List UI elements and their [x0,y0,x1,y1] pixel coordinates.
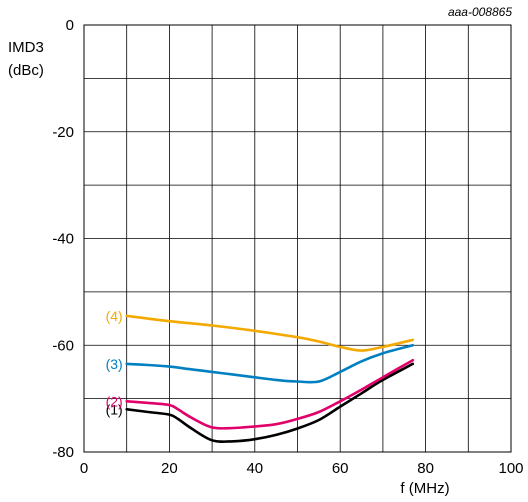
series-4-line [125,314,415,352]
series-1-label: (1) [106,401,123,417]
y-tick-label: -60 [52,337,74,354]
y-tick-labels: 0 -20 -40 -60 -80 [52,17,74,461]
plot-frame [83,24,512,453]
grid [84,25,511,452]
figure-code: aaa-008865 [448,5,512,19]
y-tick-label: -40 [52,231,74,248]
series-1-line [125,362,415,443]
x-tick-label: 0 [80,460,88,477]
series-3-label: (3) [106,356,123,372]
series-2-line [125,358,415,430]
series-2-label: (2) [106,393,123,409]
series-layer: (1)(2) (3) (4) [106,308,415,443]
y-tick-label: -80 [52,444,74,461]
series-4-label: (4) [106,308,123,324]
y-tick-label: 0 [66,17,74,34]
y-axis-title-line2: (dBc) [8,62,44,79]
x-axis-title: f (MHz) [400,480,449,497]
y-tick-label: -20 [52,124,74,141]
x-tick-label: 80 [417,460,434,477]
y-axis-title-line1: IMD3 [8,39,44,56]
series-3-line [125,344,415,384]
x-tick-label: 40 [246,460,263,477]
x-tick-labels: 0 20 40 60 80 100 [80,460,524,477]
x-tick-label: 20 [161,460,178,477]
x-tick-label: 60 [332,460,349,477]
x-tick-label: 100 [498,460,523,477]
